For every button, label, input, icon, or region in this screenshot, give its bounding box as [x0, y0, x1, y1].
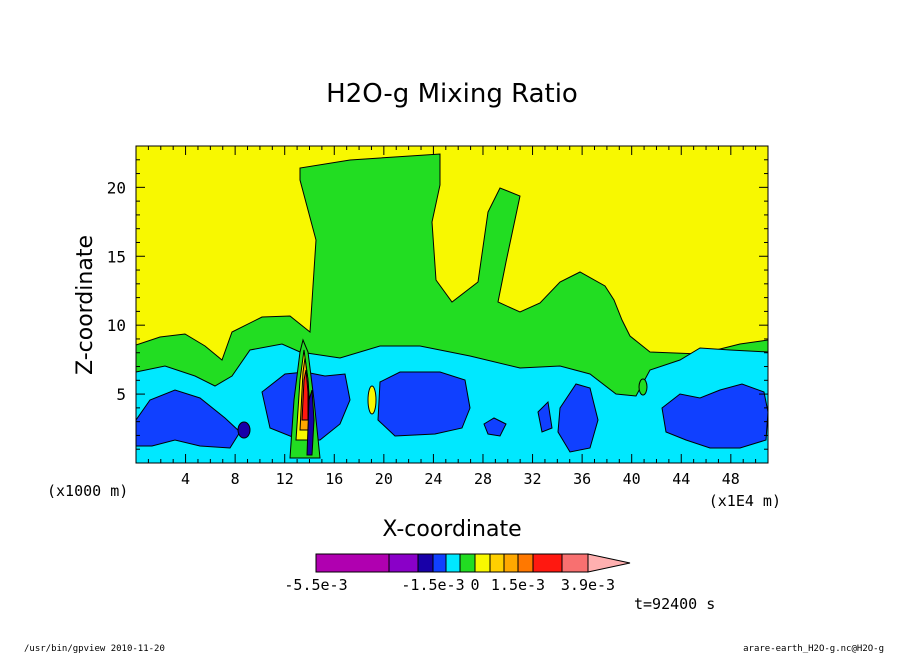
core-red	[301, 369, 309, 421]
y-tick-label: 20	[107, 178, 126, 197]
x-tick-label: 4	[181, 470, 190, 488]
colorbar-segment	[517, 553, 534, 573]
x-tick-label: 44	[672, 470, 690, 488]
colorbar-segment	[432, 553, 447, 573]
colorbar-segment	[503, 553, 519, 573]
x-tick-label: 32	[524, 470, 542, 488]
colorbar	[315, 553, 631, 573]
colorbar-segment	[445, 553, 461, 573]
x-tick-label: 8	[231, 470, 240, 488]
colorbar-label: -1.5e-3	[401, 576, 464, 594]
band-darkblue-1	[237, 421, 251, 439]
colorbar-arrow	[587, 553, 631, 573]
colorbar-segment	[388, 553, 419, 573]
colorbar-segment	[561, 553, 589, 573]
plot-frame	[135, 145, 769, 464]
x-tick-label: 16	[325, 470, 343, 488]
y-tick-label: 10	[107, 316, 126, 335]
x-axis-label: X-coordinate	[382, 517, 521, 542]
colorbar-segment	[489, 553, 505, 573]
y-tick-label: 15	[107, 247, 126, 266]
x-tick-label: 40	[623, 470, 641, 488]
colorbar-labels: -5.5e-3 -1.5e-3 0 1.5e-3 3.9e-3	[284, 576, 615, 594]
colorbar-label: -5.5e-3	[284, 576, 347, 594]
y-axis: 5 10 15 20	[107, 159, 768, 450]
y-axis-label: Z-coordinate	[73, 235, 98, 375]
band-yellow-spot	[367, 385, 377, 415]
x-tick-label: 24	[424, 470, 442, 488]
colorbar-label: 0	[470, 576, 479, 594]
band-blue-6	[557, 383, 599, 453]
colorbar-label: 1.5e-3	[491, 576, 545, 594]
band-green-dot	[638, 378, 648, 396]
x-axis: 4 8 12 16 20 24 28 32 36 40 44 48	[147, 146, 757, 488]
colorbar-segment	[474, 553, 491, 573]
footer-left: /usr/bin/gpview 2010-11-20	[24, 644, 165, 654]
x-scale-note: (x1E4 m)	[709, 492, 781, 510]
band-blue-4	[483, 417, 507, 437]
band-blue-1	[136, 389, 241, 449]
x-tick-label: 20	[375, 470, 393, 488]
colorbar-segment	[315, 553, 390, 573]
band-blue-3	[377, 371, 471, 437]
band-blue-7	[661, 383, 768, 449]
colorbar-segment	[532, 553, 563, 573]
x-tick-label: 36	[573, 470, 591, 488]
y-tick-label: 5	[116, 385, 126, 404]
chart-title: H2O-g Mixing Ratio	[326, 79, 578, 109]
band-blue-5	[537, 400, 553, 433]
x-unit-label: (x1000 m)	[47, 482, 128, 500]
footer-right: arare-earth_H2O-g.nc@H2O-g	[743, 644, 884, 654]
x-tick-label: 12	[276, 470, 294, 488]
contour-field	[136, 146, 768, 463]
colorbar-label: 3.9e-3	[561, 576, 615, 594]
time-label: t=92400 s	[634, 595, 715, 613]
x-tick-label: 28	[474, 470, 492, 488]
x-tick-label: 48	[722, 470, 740, 488]
colorbar-segment	[459, 553, 476, 573]
core-dark	[306, 389, 315, 456]
colorbar-segment	[417, 553, 434, 573]
